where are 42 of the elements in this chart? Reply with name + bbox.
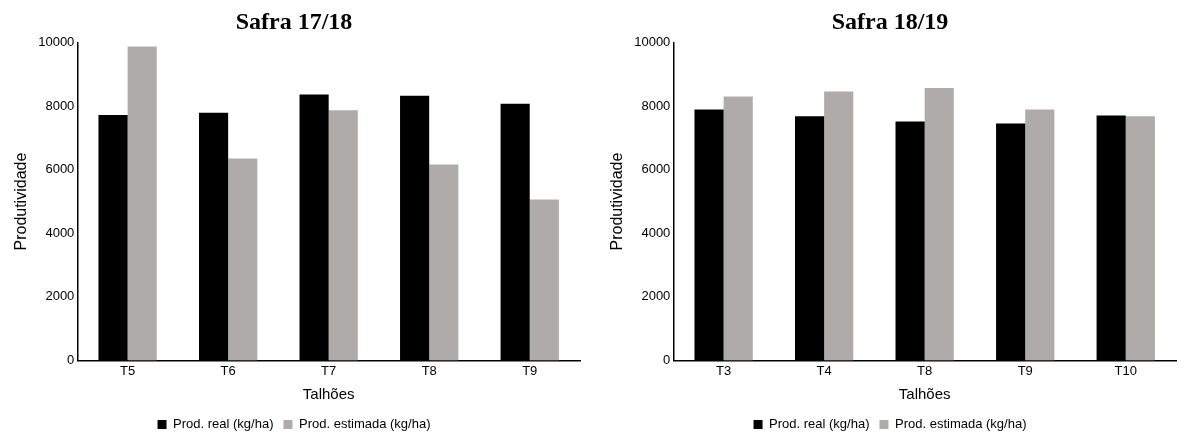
x-tick-label: T8 (917, 362, 933, 378)
y-tick-label: 8000 (45, 97, 75, 113)
y-tick-label: 8000 (641, 97, 671, 113)
y-tick-label: 6000 (641, 161, 671, 177)
bar (529, 199, 559, 361)
bar (127, 46, 157, 361)
bar (328, 110, 358, 361)
y-tick-label: 0 (663, 351, 671, 367)
chart-title: Safra 17/18 (235, 7, 353, 34)
y-tick-label: 6000 (45, 161, 75, 177)
x-tick-label: T4 (816, 362, 832, 378)
x-tick-label: T10 (1114, 362, 1137, 378)
x-tick-label: T6 (220, 362, 236, 378)
y-tick-label: 10000 (634, 34, 671, 50)
x-tick-label: T8 (421, 362, 437, 378)
x-tick-label: T7 (321, 362, 337, 378)
y-tick-label: 2000 (45, 288, 75, 304)
bar (824, 91, 854, 361)
x-axis-title: Talhões (898, 385, 951, 403)
y-axis-title: Produtividade (12, 152, 30, 251)
y-tick-label: 2000 (641, 288, 671, 304)
bar (228, 158, 258, 361)
y-tick-label: 4000 (45, 224, 75, 240)
y-tick-label: 4000 (641, 224, 671, 240)
bar (723, 96, 753, 361)
bar (429, 164, 459, 361)
legend-label: Prod. real (kg/ha) (769, 416, 870, 432)
bar (1025, 109, 1055, 361)
y-axis-title: Produtividade (608, 152, 626, 251)
bar (1125, 116, 1155, 361)
x-axis-title: Talhões (302, 385, 355, 403)
x-tick-label: T3 (716, 362, 732, 378)
y-tick-label: 10000 (38, 34, 75, 50)
chart-title: Safra 18/19 (831, 7, 949, 34)
x-tick-label: T9 (522, 362, 538, 378)
legend-label: Prod. estimada (kg/ha) (298, 416, 431, 432)
y-tick-label: 0 (67, 351, 75, 367)
legend-label: Prod. real (kg/ha) (173, 416, 274, 432)
legend-label: Prod. estimada (kg/ha) (894, 416, 1027, 432)
x-tick-label: T5 (120, 362, 136, 378)
x-tick-label: T9 (1017, 362, 1033, 378)
bar (924, 87, 954, 361)
